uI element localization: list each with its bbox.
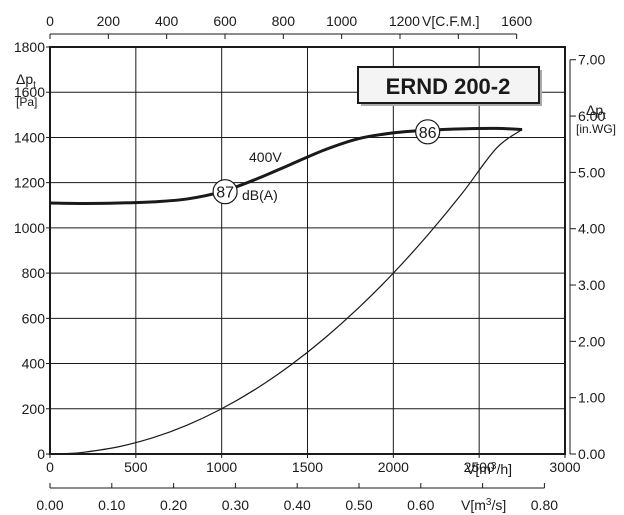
y-axis-right-label: Δpt [in.WG] — [576, 102, 616, 136]
x-secondary-tick-label: 0.30 — [222, 497, 249, 513]
noise-level-value: 87 — [216, 185, 234, 202]
markers-layer: 87 86 — [212, 119, 441, 205]
y-right-unit: [in.WG] — [576, 122, 616, 136]
x-secondary-tick-label: 0.50 — [345, 497, 372, 513]
x-top-tick-label: 1600 — [501, 13, 532, 29]
x-secondary-tick-label: 0.00 — [36, 497, 63, 513]
y-left-tick-label: 1600 — [14, 84, 45, 100]
x-primary-tick-label: 500 — [124, 459, 148, 475]
y-left-tick-label: 1000 — [14, 220, 45, 236]
x-primary-tick-label: 1500 — [292, 459, 323, 475]
x-secondary-tick-label: 0.10 — [98, 497, 125, 513]
y-right-tick-label: 1.00 — [578, 390, 605, 406]
x-top-tick-label: 1000 — [326, 13, 357, 29]
x-primary-tick-label: 3000 — [549, 459, 580, 475]
y-left-unit: [Pa] — [16, 95, 37, 109]
y-right-tick-label: 7.00 — [578, 52, 605, 68]
x-primary-label: V[m3/h] — [466, 461, 512, 477]
x-primary-tick-label: 2500 — [464, 459, 495, 475]
noise-level-marker — [212, 179, 238, 205]
y-right-label-sub: t — [603, 111, 606, 122]
y-right-tick-label: 3.00 — [578, 277, 605, 293]
x-secondary-tick-label: 0.60 — [407, 497, 434, 513]
y-axis-left-label: Δpt [Pa] — [16, 71, 37, 109]
x-top-tick-label: 600 — [213, 13, 237, 29]
y-left-tick-label: 200 — [22, 401, 46, 417]
x-top-tick-label: 0 — [46, 13, 54, 29]
x-primary-tick-label: 1000 — [206, 459, 237, 475]
y-left-tick-label: 1800 — [14, 39, 45, 55]
x-top-label: V[C.F.M.] — [422, 13, 480, 29]
x-primary-tick-label: 0 — [46, 459, 54, 475]
grid-lines — [50, 47, 565, 454]
x-primary-tick-label: 2000 — [378, 459, 409, 475]
y-left-tick-label: 400 — [22, 356, 46, 372]
x-secondary-tick-label: 0.80 — [531, 497, 558, 513]
y-left-label-sub: t — [33, 80, 36, 91]
y-right-tick-label: 4.00 — [578, 221, 605, 237]
y-left-tick-label: 600 — [22, 310, 46, 326]
x-secondary-label: V[m3/s] — [461, 497, 506, 513]
x-top-tick-label: 800 — [272, 13, 296, 29]
x-top-tick-label: 1200 — [389, 13, 420, 29]
x-secondary-tick-label: 0.20 — [160, 497, 187, 513]
y-left-tick-label: 1400 — [14, 129, 45, 145]
series-400v-curve — [49, 126, 523, 205]
noise-level-value: 86 — [419, 125, 437, 142]
y-right-tick-label: 2.00 — [578, 333, 605, 349]
y-left-label: Δp — [16, 71, 33, 87]
series-layer — [49, 126, 523, 455]
noise-level-marker — [415, 119, 441, 145]
y-right-tick-label: 0.00 — [578, 446, 605, 462]
annotation-dba: dB(A) — [242, 187, 278, 203]
x-top-tick-label: 200 — [97, 13, 121, 29]
y-left-tick-label: 0 — [37, 446, 45, 462]
y-left-tick-label: 1200 — [14, 175, 45, 191]
y-right-label: Δp — [586, 102, 603, 118]
y-left-tick-label: 800 — [22, 265, 46, 281]
x-top-tick-label: 400 — [155, 13, 179, 29]
svg-text:Δpt: Δpt — [586, 102, 606, 122]
y-right-tick-label: 5.00 — [578, 164, 605, 180]
chart-title: ERND 200-2 — [386, 74, 511, 99]
svg-text:Δpt: Δpt — [16, 71, 36, 91]
annotation-voltage: 400V — [249, 149, 282, 165]
title-box: ERND 200-2 — [357, 66, 542, 106]
system-curve — [67, 129, 523, 455]
y-right-tick-label: 6.00 — [578, 108, 605, 124]
x-secondary-tick-label: 0.40 — [284, 497, 311, 513]
